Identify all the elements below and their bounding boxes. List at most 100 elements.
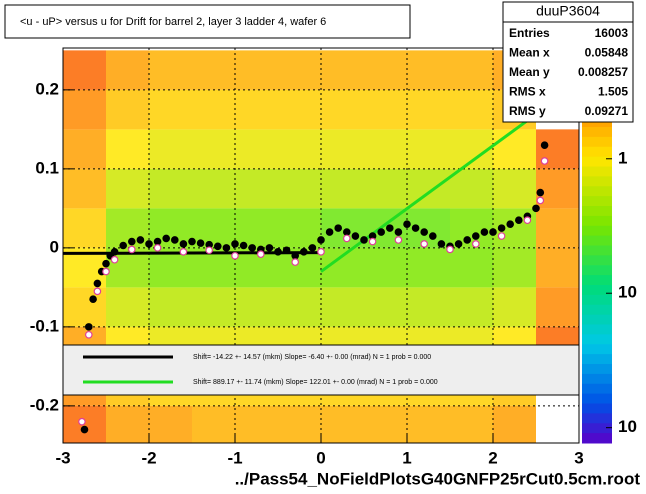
density-cell bbox=[536, 247, 579, 288]
density-cell bbox=[235, 129, 278, 169]
color-step bbox=[582, 265, 612, 276]
profile-point bbox=[506, 220, 515, 228]
color-step bbox=[582, 196, 612, 207]
x-tick-label: -3 bbox=[55, 448, 70, 467]
profile-point bbox=[291, 258, 300, 266]
profile-point bbox=[523, 216, 532, 225]
profile-point bbox=[153, 237, 162, 246]
profile-point bbox=[282, 246, 291, 255]
legend: Shift= -14.22 +- 14.57 (mkm) Slope= -6.4… bbox=[83, 354, 438, 386]
profile-point bbox=[248, 244, 257, 252]
profile-point bbox=[128, 245, 136, 254]
profile-point bbox=[93, 279, 102, 288]
profile-point bbox=[308, 244, 317, 252]
profile-point bbox=[231, 240, 239, 248]
y-tick-label: 0.1 bbox=[35, 158, 59, 177]
color-step bbox=[582, 413, 612, 424]
density-cell bbox=[450, 247, 493, 288]
color-step bbox=[582, 136, 612, 148]
color-step bbox=[582, 186, 612, 197]
density-cell bbox=[192, 89, 235, 130]
profile-point bbox=[420, 240, 429, 248]
density-cell bbox=[321, 129, 364, 169]
color-step bbox=[582, 383, 612, 395]
density-cell bbox=[321, 168, 364, 209]
profile-point bbox=[179, 248, 188, 256]
color-step bbox=[582, 215, 612, 227]
profile-point bbox=[480, 228, 489, 236]
density-cell bbox=[450, 287, 493, 327]
z-tick-label: 10 bbox=[618, 283, 637, 302]
stats-label: RMS x bbox=[509, 85, 546, 99]
color-step bbox=[582, 423, 612, 434]
density-cell bbox=[364, 129, 407, 169]
color-step bbox=[582, 334, 612, 345]
density-cell bbox=[278, 129, 321, 169]
density-cell bbox=[321, 287, 364, 327]
profile-point bbox=[222, 244, 231, 252]
density-cell bbox=[278, 287, 321, 327]
color-step bbox=[582, 294, 612, 306]
density-cell bbox=[235, 168, 278, 209]
profile-layer bbox=[78, 109, 553, 434]
profile-point bbox=[428, 232, 437, 240]
color-step bbox=[582, 156, 612, 167]
density-cell bbox=[192, 287, 235, 327]
density-cell bbox=[321, 208, 364, 248]
profile-point bbox=[231, 251, 239, 260]
profile-point bbox=[325, 228, 334, 236]
density-cell bbox=[450, 405, 493, 443]
density-cell bbox=[321, 405, 364, 443]
color-step bbox=[582, 354, 612, 365]
profile-point bbox=[471, 232, 480, 240]
profile-point bbox=[342, 228, 351, 236]
density-layer bbox=[63, 50, 579, 443]
profile-point bbox=[256, 250, 265, 258]
profile-point bbox=[377, 228, 386, 236]
stats-value: 16003 bbox=[595, 26, 629, 40]
color-step bbox=[582, 403, 612, 414]
density-cell bbox=[364, 405, 407, 443]
profile-point bbox=[394, 236, 403, 244]
x-axis-label: ../Pass54_NoFieldPlotsG40GNFP25rCut0.5cm… bbox=[235, 469, 641, 488]
profile-point bbox=[136, 236, 145, 244]
density-cell bbox=[407, 287, 450, 327]
color-step bbox=[582, 433, 612, 444]
profile-point bbox=[342, 234, 351, 243]
density-cell bbox=[106, 405, 149, 443]
profile-point bbox=[179, 240, 188, 248]
density-cell bbox=[364, 287, 407, 327]
stats-value: 0.008257 bbox=[578, 65, 628, 79]
density-cell bbox=[364, 89, 407, 130]
density-cell bbox=[149, 287, 192, 327]
profile-point bbox=[196, 239, 205, 247]
density-cell bbox=[364, 50, 407, 90]
fit-line bbox=[63, 251, 322, 255]
profile-point bbox=[497, 224, 506, 232]
profile-point bbox=[536, 188, 545, 197]
profile-point bbox=[317, 248, 325, 256]
profile-point bbox=[394, 228, 403, 236]
density-cell bbox=[364, 247, 407, 288]
density-cell bbox=[450, 168, 493, 209]
density-cell bbox=[106, 287, 149, 327]
stats-value: 0.09271 bbox=[585, 104, 629, 118]
profile-point bbox=[351, 232, 360, 240]
color-step bbox=[582, 235, 612, 246]
profile-point bbox=[437, 240, 446, 248]
x-tick-label: 1 bbox=[402, 448, 411, 467]
color-step bbox=[582, 304, 612, 316]
density-cell bbox=[235, 89, 278, 130]
profile-point bbox=[128, 237, 136, 246]
color-step bbox=[582, 146, 612, 158]
density-cell bbox=[278, 89, 321, 130]
density-cell bbox=[149, 89, 192, 130]
profile-point bbox=[145, 240, 153, 248]
density-cell bbox=[63, 50, 106, 90]
x-tick-label: 2 bbox=[488, 448, 497, 467]
profile-point bbox=[368, 237, 377, 246]
profile-point bbox=[80, 425, 89, 434]
density-cell bbox=[321, 50, 364, 90]
density-cell bbox=[235, 50, 278, 90]
